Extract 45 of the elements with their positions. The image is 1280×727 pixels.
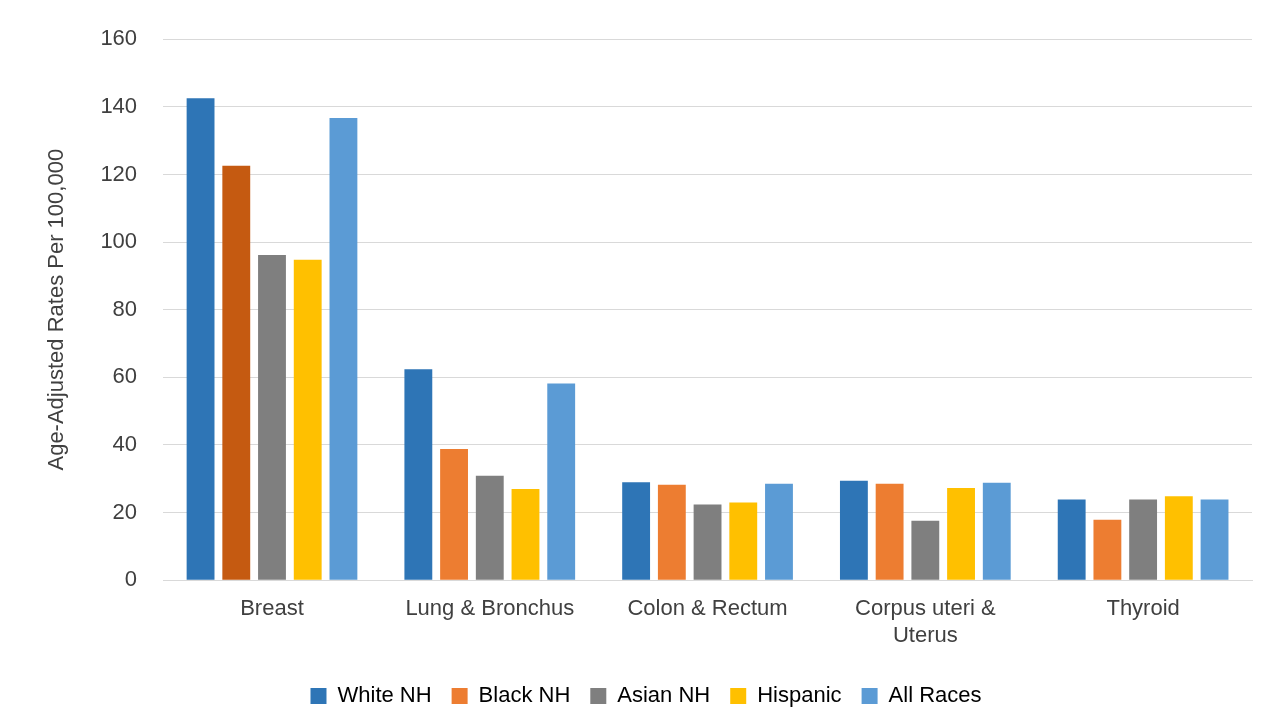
x-tick-label: Corpus uteri & Uterus bbox=[855, 595, 996, 647]
y-axis-title: Age-Adjusted Rates Per 100,000 bbox=[43, 148, 69, 471]
bar bbox=[404, 369, 433, 580]
bar bbox=[329, 117, 358, 580]
bar bbox=[1057, 499, 1086, 580]
x-tick-label: Lung & Bronchus bbox=[405, 595, 575, 621]
bar bbox=[1093, 519, 1122, 580]
bar bbox=[622, 482, 651, 580]
bar bbox=[547, 383, 576, 580]
bar bbox=[911, 520, 940, 580]
bar bbox=[693, 504, 722, 580]
y-tick-label: 160 bbox=[100, 25, 138, 51]
bar bbox=[1129, 499, 1158, 580]
bar bbox=[440, 449, 468, 580]
x-tick-label: Breast bbox=[240, 595, 304, 621]
bar bbox=[875, 483, 904, 580]
x-tick-label: Thyroid bbox=[1106, 595, 1180, 621]
legend-label: Asian NH bbox=[617, 682, 711, 708]
bar bbox=[657, 484, 686, 580]
y-tick-label: 120 bbox=[100, 160, 138, 186]
y-tick-label: 140 bbox=[100, 92, 138, 118]
bar bbox=[729, 502, 758, 580]
legend-label: All Races bbox=[888, 682, 982, 708]
y-tick-label: 40 bbox=[112, 431, 138, 457]
legend-label: Hispanic bbox=[757, 682, 842, 708]
y-tick-label: 60 bbox=[112, 363, 138, 389]
bar bbox=[186, 98, 215, 580]
y-tick-label: 20 bbox=[112, 498, 138, 524]
bar bbox=[258, 254, 286, 580]
bar bbox=[511, 488, 540, 580]
bar bbox=[947, 487, 975, 580]
x-tick-label: Colon & Rectum bbox=[627, 595, 788, 621]
bar bbox=[1200, 499, 1229, 580]
bar bbox=[1164, 496, 1193, 580]
bar bbox=[765, 483, 793, 580]
legend-label: Black NH bbox=[478, 682, 571, 708]
bar bbox=[982, 482, 1011, 580]
bar bbox=[475, 475, 504, 580]
bar bbox=[839, 480, 868, 580]
y-tick-label: 0 bbox=[124, 566, 138, 592]
bar bbox=[222, 165, 251, 580]
y-tick-label: 100 bbox=[100, 228, 138, 254]
y-tick-label: 80 bbox=[112, 295, 138, 321]
legend-label: White NH bbox=[337, 682, 432, 708]
bar bbox=[293, 259, 322, 580]
